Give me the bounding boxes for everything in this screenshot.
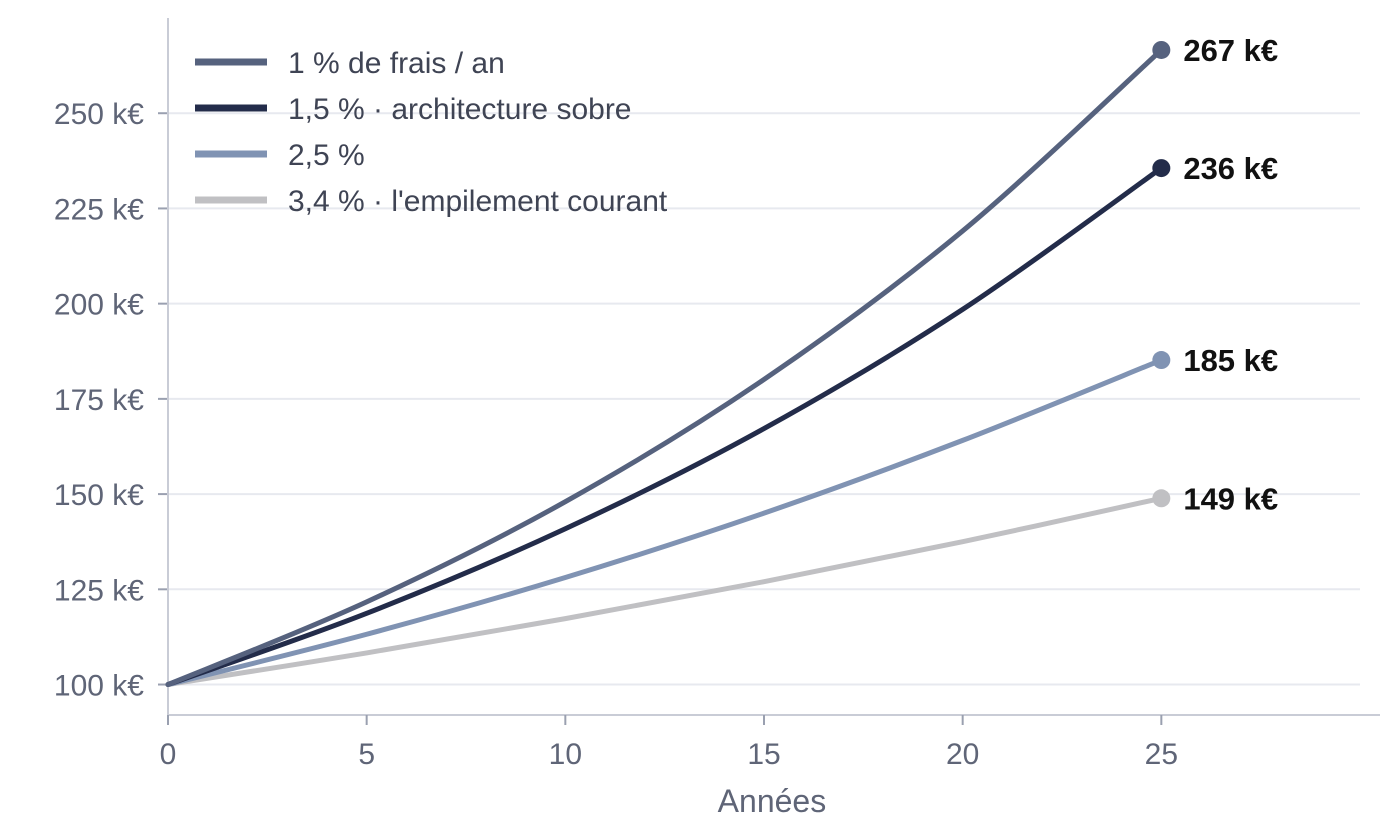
legend-label-4: 3,4 % · l'empilement courant [288,185,668,218]
legend-label-1: 1 % de frais / an [288,47,505,80]
legend: 1 % de frais / an 1,5 % · architecture so… [195,47,668,218]
y-tick-label: 250 k€ [54,98,144,131]
series-end-marker-2 [1152,159,1171,178]
x-tick-label: 0 [160,738,177,771]
series-line-4 [165,495,1164,688]
grid-layer [168,112,1360,686]
series-end-label-2: 236 k€ [1183,151,1278,186]
y-tick-label: 125 k€ [54,574,144,607]
axis-layer: 100 k€ 125 k€ 150 k€ 175 k€ 200 k€ 225 k€ 250 … [54,18,1380,819]
series-line-2 [165,165,1164,688]
y-tick-label: 100 k€ [54,670,144,703]
series-line-1 [165,47,1164,688]
legend-label-3: 2,5 % [288,139,365,172]
series-end-marker-3 [1152,351,1171,370]
x-tick-label: 15 [747,738,780,771]
x-tick-label: 25 [1145,738,1178,771]
y-tick-label: 200 k€ [54,289,144,322]
series-layer [165,47,1164,688]
x-axis-title: Années [718,783,827,819]
x-tick-label: 10 [549,738,582,771]
series-end-label-1: 267 k€ [1183,33,1278,68]
series-end-label-3: 185 k€ [1183,343,1278,378]
series-end-label-4: 149 k€ [1183,481,1278,516]
series-line-3 [165,357,1164,688]
y-tick-label: 150 k€ [54,479,144,512]
series-end-marker-1 [1152,40,1171,59]
x-tick-label: 20 [946,738,979,771]
label-layer: 267 k€ 236 k€ 185 k€ 149 k€ [1152,33,1278,516]
y-tick-label: 175 k€ [54,384,144,417]
legend-label-2: 1,5 % · architecture sobre [288,93,632,126]
x-tick-label: 5 [358,738,375,771]
series-end-marker-4 [1152,489,1171,508]
y-tick-label: 225 k€ [54,193,144,226]
